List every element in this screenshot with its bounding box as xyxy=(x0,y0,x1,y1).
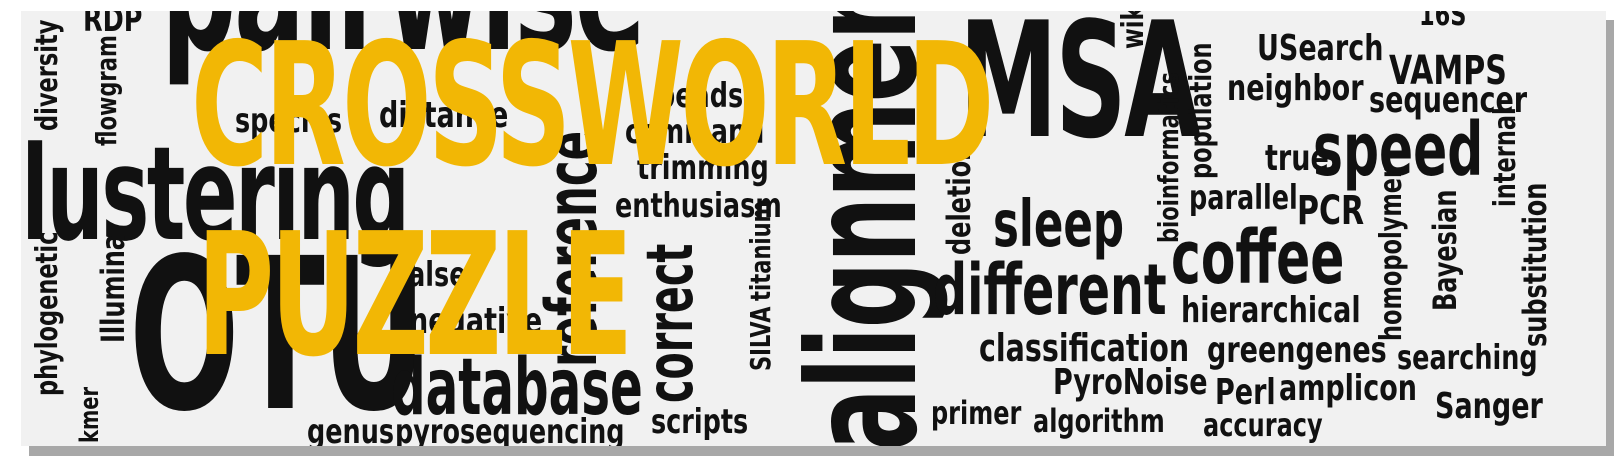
word-pairwise: pairwise xyxy=(161,11,646,76)
word-parallel: parallel xyxy=(1189,178,1298,218)
word-bayesian: Bayesian xyxy=(1426,189,1464,311)
word-greengenes: greengenes xyxy=(1207,330,1387,371)
word-beads: beads xyxy=(657,76,744,116)
word-amplicon: amplicon xyxy=(1279,368,1417,409)
word-scripts: scripts xyxy=(651,402,749,442)
word-correct: correct xyxy=(634,243,708,403)
word-trimming: trimming xyxy=(637,148,769,188)
word-neighbor: neighbor xyxy=(1227,68,1364,109)
word-16s: 16S xyxy=(1419,11,1467,33)
word-pyronoise: PyroNoise xyxy=(1053,362,1208,403)
title-line-2: PUZZLE xyxy=(197,197,633,395)
word-titanium: titanium xyxy=(744,200,777,301)
word-rdp: RDP xyxy=(83,11,143,40)
word-genus: genus xyxy=(307,412,395,446)
word-different: different xyxy=(933,249,1167,331)
word-wiki: wiki xyxy=(1116,11,1151,49)
word-accuracy: accuracy xyxy=(1203,406,1323,444)
word-false: false xyxy=(397,255,467,295)
word-speed: speed xyxy=(1313,107,1484,193)
word-true: true xyxy=(1265,138,1329,179)
word-enthusiasm: enthusiasm xyxy=(615,186,782,226)
title-line-1: CROSSWORLD xyxy=(191,11,994,205)
word-database: database xyxy=(391,343,643,433)
word-illumina: Illumina xyxy=(94,234,132,343)
word-kmer: kmer xyxy=(75,386,105,443)
word-vamps: VAMPS xyxy=(1389,48,1507,94)
word-species: species xyxy=(235,101,343,141)
word-coffee: coffee xyxy=(1171,215,1345,301)
word-otu: OTU xyxy=(129,213,427,446)
word-distance: distance xyxy=(379,95,509,136)
word-sequencer: sequencer xyxy=(1369,80,1528,121)
word-sanger: Sanger xyxy=(1435,386,1543,427)
word-pyrosequencing: pyrosequencing xyxy=(395,412,625,446)
word-msa: MSA xyxy=(959,11,1201,174)
word-diversity: diversity xyxy=(30,19,65,131)
word-negative: negative xyxy=(409,301,543,342)
word-classification: classification xyxy=(979,326,1190,370)
word-phylogenetic: phylogenetic xyxy=(30,231,65,396)
word-searching: searching xyxy=(1397,338,1538,378)
word-homopolymer: homopolymer xyxy=(1374,166,1409,341)
word-silva: SILVA xyxy=(744,306,777,371)
word-cloud-banner: RDP diversity flowgram clustering phylog… xyxy=(21,11,1606,446)
word-hierarchical: hierarchical xyxy=(1181,290,1361,331)
word-perl: Perl xyxy=(1215,372,1276,413)
word-substitution: substitution xyxy=(1516,182,1554,347)
word-pcr: PCR xyxy=(1297,188,1365,234)
word-usearch: USearch xyxy=(1257,28,1384,69)
word-population: population xyxy=(1184,42,1219,179)
word-primer: primer xyxy=(931,394,1022,432)
word-algorithm: algorithm xyxy=(1033,402,1165,440)
word-sleep: sleep xyxy=(993,188,1125,262)
word-clustering: clustering xyxy=(21,118,410,270)
word-command: command xyxy=(625,112,765,152)
